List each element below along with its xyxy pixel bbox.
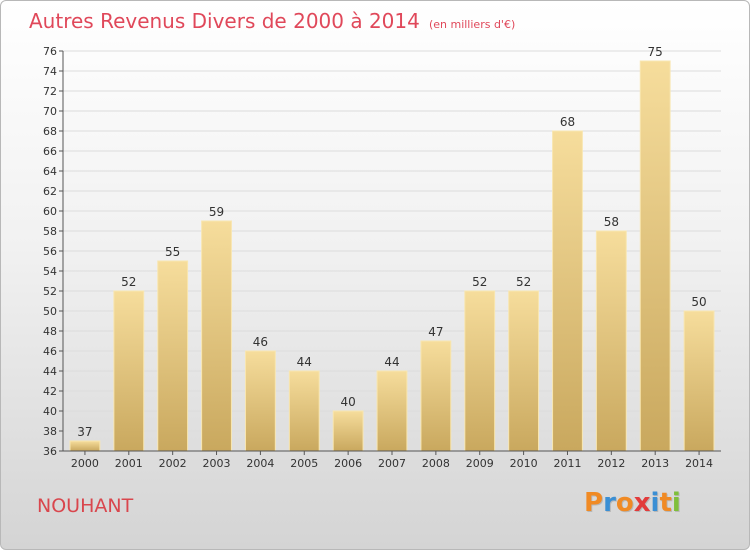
- y-tick-label: 50: [43, 305, 57, 318]
- data-label: 50: [691, 295, 706, 309]
- x-tick-label: 2008: [422, 457, 450, 470]
- bar: [639, 60, 671, 452]
- bar: [69, 440, 101, 452]
- x-tick-label: 2011: [553, 457, 581, 470]
- y-tick-label: 76: [43, 45, 57, 58]
- bar: [288, 370, 320, 452]
- y-tick-label: 74: [43, 65, 57, 78]
- x-tick-label: 2012: [597, 457, 625, 470]
- proxiti-logo[interactable]: Proxiti: [584, 488, 681, 518]
- bar: [201, 220, 232, 452]
- data-label: 52: [121, 275, 136, 289]
- y-tick-label: 66: [43, 145, 57, 158]
- data-label: 52: [516, 275, 531, 289]
- logo-letter: x: [633, 488, 651, 518]
- x-tick-label: 2000: [71, 457, 99, 470]
- x-tick-label: 2009: [466, 457, 494, 470]
- y-tick-label: 46: [43, 345, 57, 358]
- data-label: 52: [472, 275, 487, 289]
- data-label: 44: [297, 355, 312, 369]
- bar: [595, 230, 627, 452]
- y-axis-ticks: 36 38 40 42 44 46 48 50 52 54 56 58 60 62 64 66 68 70 72 74…: [43, 45, 63, 458]
- y-tick-label: 48: [43, 325, 57, 338]
- data-label: 37: [77, 425, 92, 439]
- x-axis-ticks: 2000 2001 2002 2003 2004 2005 2006 2007 2008 2009…: [71, 451, 713, 470]
- bar: [113, 290, 145, 452]
- bar: [376, 370, 408, 452]
- x-tick-label: 2002: [159, 457, 187, 470]
- axes: [62, 51, 721, 452]
- y-tick-label: 68: [43, 125, 57, 138]
- place-name: NOUHANT: [37, 495, 134, 517]
- y-tick-label: 72: [43, 85, 57, 98]
- logo-letter: r: [603, 488, 616, 518]
- bar: [552, 130, 583, 452]
- x-tick-label: 2013: [641, 457, 669, 470]
- chart-title-block: Autres Revenus Divers de 2000 à 2014 (en…: [29, 9, 515, 33]
- y-tick-label: 70: [43, 105, 57, 118]
- data-label: 75: [648, 45, 663, 59]
- bar: [508, 290, 540, 452]
- bar: [157, 260, 189, 452]
- logo-letter: t: [659, 488, 672, 518]
- bar: [464, 290, 496, 452]
- logo-letter: o: [615, 488, 634, 518]
- y-tick-label: 38: [43, 425, 57, 438]
- x-tick-label: 2006: [334, 457, 362, 470]
- y-tick-label: 40: [43, 405, 57, 418]
- data-label: 59: [209, 205, 224, 219]
- y-tick-label: 52: [43, 285, 57, 298]
- y-tick-label: 42: [43, 385, 57, 398]
- x-tick-label: 2010: [510, 457, 538, 470]
- y-tick-label: 64: [43, 165, 57, 178]
- x-tick-label: 2004: [246, 457, 274, 470]
- data-label: 44: [384, 355, 399, 369]
- data-label: 40: [340, 395, 355, 409]
- logo-letter: i: [671, 488, 681, 518]
- y-tick-label: 44: [43, 365, 57, 378]
- data-label: 68: [560, 115, 575, 129]
- data-label: 55: [165, 245, 180, 259]
- y-tick-label: 36: [43, 445, 57, 458]
- chart-subtitle: (en milliers d'€): [428, 18, 516, 31]
- chart-title: Autres Revenus Divers de 2000 à 2014: [29, 9, 420, 33]
- x-tick-label: 2005: [290, 457, 318, 470]
- bar: [683, 310, 715, 452]
- logo-letter: P: [584, 488, 604, 518]
- y-tick-label: 56: [43, 245, 57, 258]
- y-tick-label: 62: [43, 185, 57, 198]
- x-tick-label: 2003: [203, 457, 231, 470]
- y-tick-label: 60: [43, 205, 57, 218]
- data-label: 58: [604, 215, 619, 229]
- x-tick-label: 2007: [378, 457, 406, 470]
- data-labels: 37 52 55 59 46 44 40 44 47 52 52 68 58 75 50: [77, 45, 706, 439]
- bar: [332, 410, 364, 452]
- bars: [69, 60, 715, 452]
- y-tick-label: 58: [43, 225, 57, 238]
- bar: [420, 340, 452, 452]
- y-tick-label: 54: [43, 265, 57, 278]
- x-tick-label: 2001: [115, 457, 143, 470]
- x-tick-label: 2014: [685, 457, 713, 470]
- data-label: 47: [428, 325, 443, 339]
- logo-letter: i: [650, 488, 660, 518]
- bar: [244, 350, 276, 452]
- data-label: 46: [253, 335, 268, 349]
